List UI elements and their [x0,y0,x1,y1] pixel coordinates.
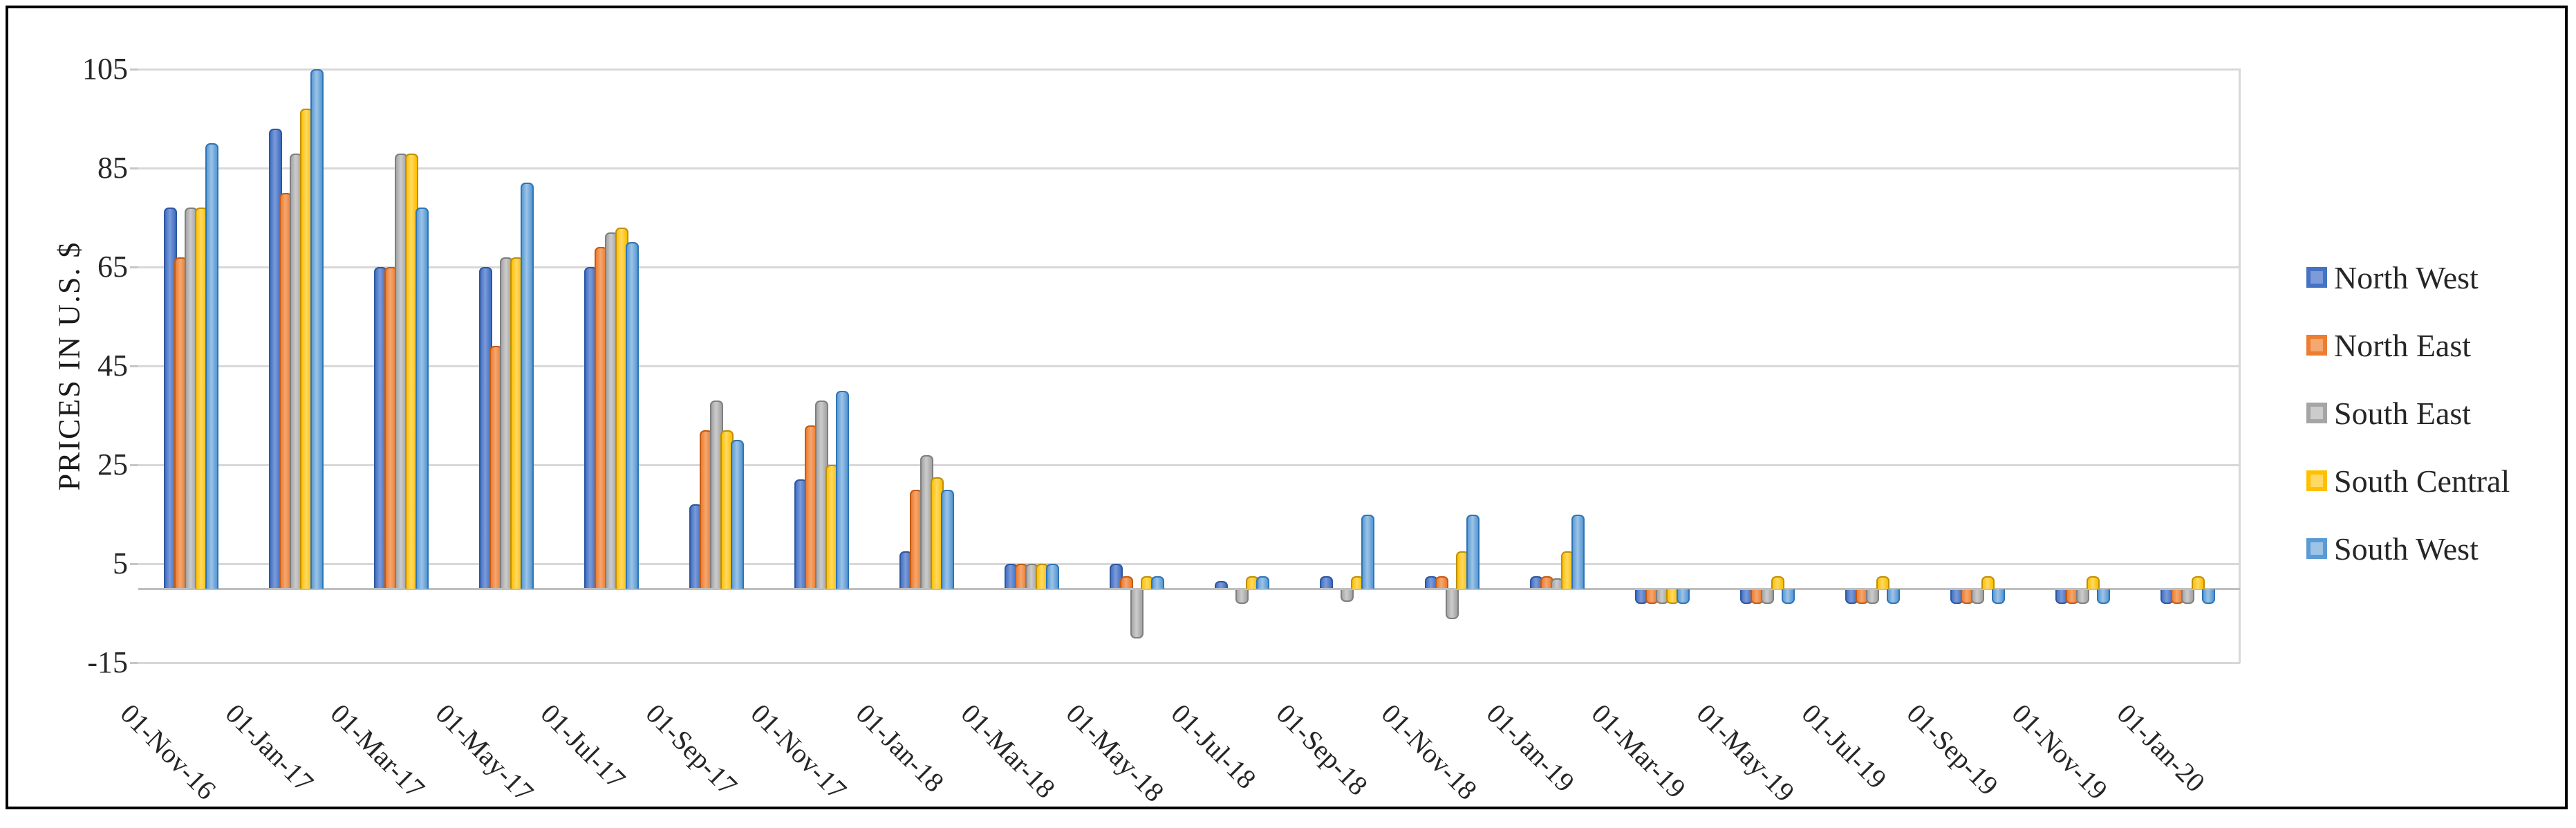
gridline [138,266,2240,268]
bar-south-west [521,183,534,589]
x-axis-label: 01-Sep-19 [1901,697,2005,802]
legend-label: South Central [2334,463,2510,499]
y-axis-tick-label: 105 [82,52,128,86]
bar-south-west [731,440,744,589]
y-axis-tick-label: 65 [97,250,128,284]
y-axis-tick [130,662,138,664]
bar-south-west [1046,564,1059,589]
bar-south-west [1361,514,1374,589]
x-axis-label: 01-Mar-17 [324,697,431,804]
x-axis-label: 01-May-17 [429,697,540,808]
gridline [138,167,2240,169]
y-axis-tick [130,68,138,71]
x-axis-label: 01-Jul-17 [534,697,632,795]
x-axis-label: 01-May-19 [1690,697,1801,808]
legend-swatch-south-east [2306,403,2327,423]
bar-south-central [2192,576,2205,589]
y-axis-tick-label: 45 [97,349,128,383]
x-axis-label: 01-Nov-19 [2006,697,2114,806]
bar-south-west [1887,589,1900,605]
bar-north-west [1215,581,1228,589]
legend-item-north-west: North West [2306,260,2510,295]
y-axis-tick [130,563,138,565]
bar-north-east [1120,576,1133,589]
y-axis-tick-label: -15 [87,645,128,679]
legend-item-south-central: South Central [2306,463,2510,499]
x-axis-label: 01-Mar-19 [1585,697,1692,804]
bar-south-east [2076,589,2089,605]
bar-south-west [205,143,218,589]
legend-item-north-east: North East [2306,327,2510,363]
bar-south-east [1130,589,1144,639]
bar-south-west [1466,514,1480,589]
legend-label: North West [2334,259,2479,295]
bar-south-west [1782,589,1795,605]
gridline [138,365,2240,367]
gridline [138,464,2240,466]
bar-south-east [1446,589,1459,619]
y-axis-tick-label: 5 [113,546,128,580]
bar-south-west [1992,589,2005,605]
x-axis-label: 01-Jan-19 [1480,697,1581,798]
x-axis-label: 01-Mar-18 [955,697,1062,804]
legend-label: South East [2334,395,2472,431]
bar-south-central [1981,576,1995,589]
bar-south-east [1971,589,1984,605]
x-axis-label: 01-Jan-17 [219,697,320,798]
x-axis-label: 01-Nov-16 [114,697,223,806]
y-axis-tick-label: 25 [97,448,128,481]
bar-south-east [1761,589,1774,605]
x-axis-label: 01-Sep-18 [1270,697,1374,802]
legend: North West North East South East South Cent… [2306,260,2510,599]
bar-south-west [1571,514,1585,589]
legend-label: North East [2334,327,2472,363]
x-axis-label: 01-May-18 [1060,697,1170,808]
bar-south-central [2087,576,2100,589]
y-axis-tick-label: 85 [97,151,128,185]
gridline [138,563,2240,565]
bar-south-east [1866,589,1879,605]
x-axis-label: 01-Jul-19 [1795,697,1893,795]
y-axis-tick [130,365,138,367]
bar-south-west [1256,576,1269,589]
legend-swatch-north-west [2306,267,2327,288]
bar-south-west [416,208,429,589]
bar-south-west [1677,589,1690,605]
bar-south-west [2097,589,2110,605]
bar-south-east [1341,589,1354,602]
gridline [138,68,2240,71]
x-axis-label: 01-Jul-18 [1165,697,1262,795]
legend-item-south-east: South East [2306,395,2510,431]
bar-north-east [1435,576,1448,589]
y-axis-tick [130,464,138,466]
plot-right-border [2239,68,2241,663]
legend-label: South West [2334,531,2479,567]
y-axis-tick [130,167,138,169]
legend-swatch-south-central [2306,470,2327,491]
x-axis-label: 01-Jan-18 [850,697,951,798]
bar-south-west [1151,576,1164,589]
bar-south-east [1235,589,1249,605]
bar-south-central [1771,576,1784,589]
zero-axis-line [138,587,2240,590]
x-axis-label: 01-Jan-20 [2111,697,2212,798]
x-axis-label: 01-Sep-17 [640,697,744,802]
bar-south-west [941,489,954,589]
bar-south-west [626,242,639,589]
legend-swatch-north-east [2306,335,2327,356]
legend-swatch-south-west [2306,538,2327,559]
gridline [138,662,2240,664]
bar-south-west [310,69,324,589]
y-axis-tick [130,266,138,268]
bar-south-west [2202,589,2215,605]
bar-south-central [1876,576,1889,589]
x-axis-label: 01-Nov-18 [1375,697,1484,806]
bar-south-west [836,390,849,589]
bar-south-east [2181,589,2194,605]
legend-item-south-west: South West [2306,531,2510,567]
bar-north-west [1320,576,1333,589]
x-axis-label: 01-Nov-17 [745,697,853,806]
